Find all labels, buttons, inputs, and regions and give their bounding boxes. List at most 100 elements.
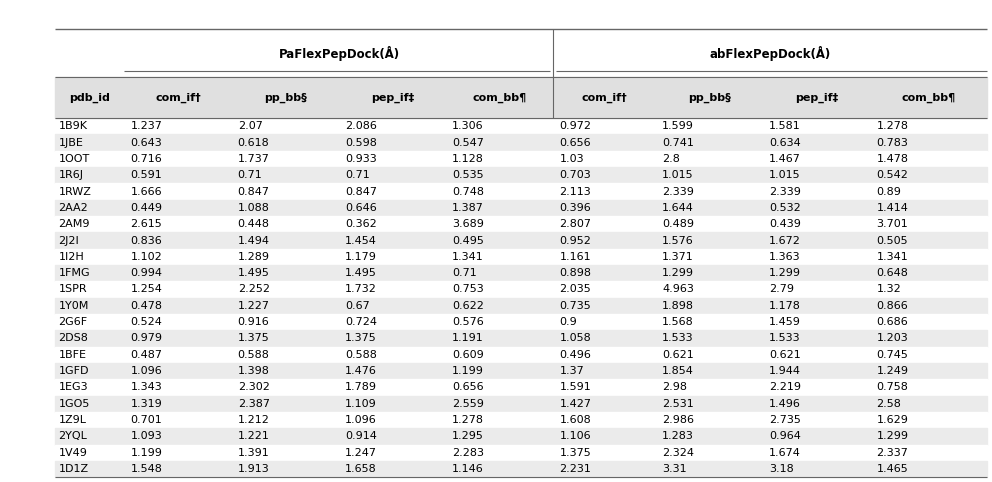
Text: 0.576: 0.576 <box>452 317 484 327</box>
Text: 1.789: 1.789 <box>345 382 377 392</box>
Text: 0.362: 0.362 <box>345 219 377 229</box>
Text: 2DS8: 2DS8 <box>59 334 88 344</box>
Text: 1.898: 1.898 <box>662 301 694 311</box>
Text: 0.71: 0.71 <box>238 170 263 180</box>
Text: 1.375: 1.375 <box>345 334 377 344</box>
Text: 0.994: 0.994 <box>131 268 163 278</box>
Text: 0.933: 0.933 <box>345 154 377 164</box>
Text: 0.914: 0.914 <box>345 431 377 442</box>
Text: 3.701: 3.701 <box>877 219 909 229</box>
Text: 1GO5: 1GO5 <box>59 399 90 409</box>
Text: 0.71: 0.71 <box>345 170 370 180</box>
Bar <box>55 77 987 118</box>
Text: 1D1Z: 1D1Z <box>59 464 88 474</box>
Text: com_if†: com_if† <box>155 93 201 103</box>
Text: 1.278: 1.278 <box>452 415 484 425</box>
Text: 0.648: 0.648 <box>877 268 909 278</box>
Text: 1.476: 1.476 <box>345 366 377 376</box>
Text: 1.427: 1.427 <box>559 399 591 409</box>
Text: 1.093: 1.093 <box>131 431 163 442</box>
Text: 0.618: 0.618 <box>238 137 270 147</box>
Text: 1.371: 1.371 <box>662 252 693 262</box>
Text: 0.621: 0.621 <box>769 350 801 360</box>
Text: 1.128: 1.128 <box>452 154 484 164</box>
Bar <box>55 298 987 314</box>
Text: 0.716: 0.716 <box>131 154 163 164</box>
Text: 1.212: 1.212 <box>238 415 270 425</box>
Text: 1.467: 1.467 <box>769 154 802 164</box>
Text: abFlexPepDock(Å): abFlexPepDock(Å) <box>709 45 831 61</box>
Text: 1.03: 1.03 <box>559 154 584 164</box>
Text: 0.535: 0.535 <box>452 170 484 180</box>
Bar <box>55 444 987 461</box>
Text: 0.495: 0.495 <box>452 236 484 245</box>
Text: 1.496: 1.496 <box>769 399 802 409</box>
Text: 2AA2: 2AA2 <box>59 203 88 213</box>
Text: 1.161: 1.161 <box>559 252 591 262</box>
Text: 0.532: 0.532 <box>769 203 801 213</box>
Text: 1B9K: 1B9K <box>59 121 87 131</box>
Text: 2.324: 2.324 <box>662 448 694 458</box>
Text: 1.414: 1.414 <box>877 203 909 213</box>
Text: 4.963: 4.963 <box>662 284 693 295</box>
Text: 1.096: 1.096 <box>345 415 377 425</box>
Text: 0.588: 0.588 <box>238 350 270 360</box>
Text: 0.724: 0.724 <box>345 317 377 327</box>
Text: 1R6J: 1R6J <box>59 170 83 180</box>
Text: 1.299: 1.299 <box>877 431 909 442</box>
Text: pp_bb§: pp_bb§ <box>264 93 307 103</box>
Bar <box>55 29 987 77</box>
Text: 1RWZ: 1RWZ <box>59 187 91 197</box>
Text: 0.448: 0.448 <box>238 219 270 229</box>
Text: 0.505: 0.505 <box>877 236 908 245</box>
Text: 1.299: 1.299 <box>662 268 694 278</box>
Text: pdb_id: pdb_id <box>69 93 110 103</box>
Bar <box>55 428 987 444</box>
Text: 1OOT: 1OOT <box>59 154 90 164</box>
Text: 1.341: 1.341 <box>452 252 484 262</box>
Text: 1.478: 1.478 <box>877 154 909 164</box>
Text: 0.609: 0.609 <box>452 350 484 360</box>
Bar <box>55 265 987 281</box>
Text: 0.89: 0.89 <box>877 187 902 197</box>
Text: 1.854: 1.854 <box>662 366 693 376</box>
Text: 1.548: 1.548 <box>131 464 163 474</box>
Text: 0.439: 0.439 <box>769 219 802 229</box>
Text: 1.289: 1.289 <box>238 252 270 262</box>
Text: 1.674: 1.674 <box>769 448 802 458</box>
Bar <box>55 314 987 330</box>
Bar <box>55 330 987 347</box>
Text: 1SPR: 1SPR <box>59 284 87 295</box>
Text: 1.178: 1.178 <box>769 301 802 311</box>
Text: 1.599: 1.599 <box>662 121 693 131</box>
Text: 2.231: 2.231 <box>559 464 591 474</box>
Text: 3.31: 3.31 <box>662 464 686 474</box>
Text: 1.591: 1.591 <box>559 382 591 392</box>
Bar <box>55 249 987 265</box>
Text: 0.643: 0.643 <box>131 137 163 147</box>
Text: 2.283: 2.283 <box>452 448 484 458</box>
Text: 1.278: 1.278 <box>877 121 909 131</box>
Text: 1.37: 1.37 <box>559 366 584 376</box>
Text: 1.581: 1.581 <box>769 121 801 131</box>
Text: 3.18: 3.18 <box>769 464 794 474</box>
Text: 1.203: 1.203 <box>877 334 909 344</box>
Text: 1.576: 1.576 <box>662 236 693 245</box>
Text: 2YQL: 2YQL <box>59 431 87 442</box>
Text: 1.058: 1.058 <box>559 334 591 344</box>
Text: 1.495: 1.495 <box>345 268 377 278</box>
Text: 2.8: 2.8 <box>662 154 680 164</box>
Text: 0.591: 0.591 <box>131 170 163 180</box>
Text: 1.299: 1.299 <box>769 268 802 278</box>
Text: pep_if‡: pep_if‡ <box>796 93 838 103</box>
Text: 1.737: 1.737 <box>238 154 270 164</box>
Bar <box>55 461 987 477</box>
Text: 1.398: 1.398 <box>238 366 270 376</box>
Bar <box>55 200 987 216</box>
Text: 0.745: 0.745 <box>877 350 909 360</box>
Text: 1.319: 1.319 <box>131 399 163 409</box>
Text: 0.979: 0.979 <box>131 334 163 344</box>
Text: 2.302: 2.302 <box>238 382 270 392</box>
Text: 0.588: 0.588 <box>345 350 377 360</box>
Text: 2.735: 2.735 <box>769 415 802 425</box>
